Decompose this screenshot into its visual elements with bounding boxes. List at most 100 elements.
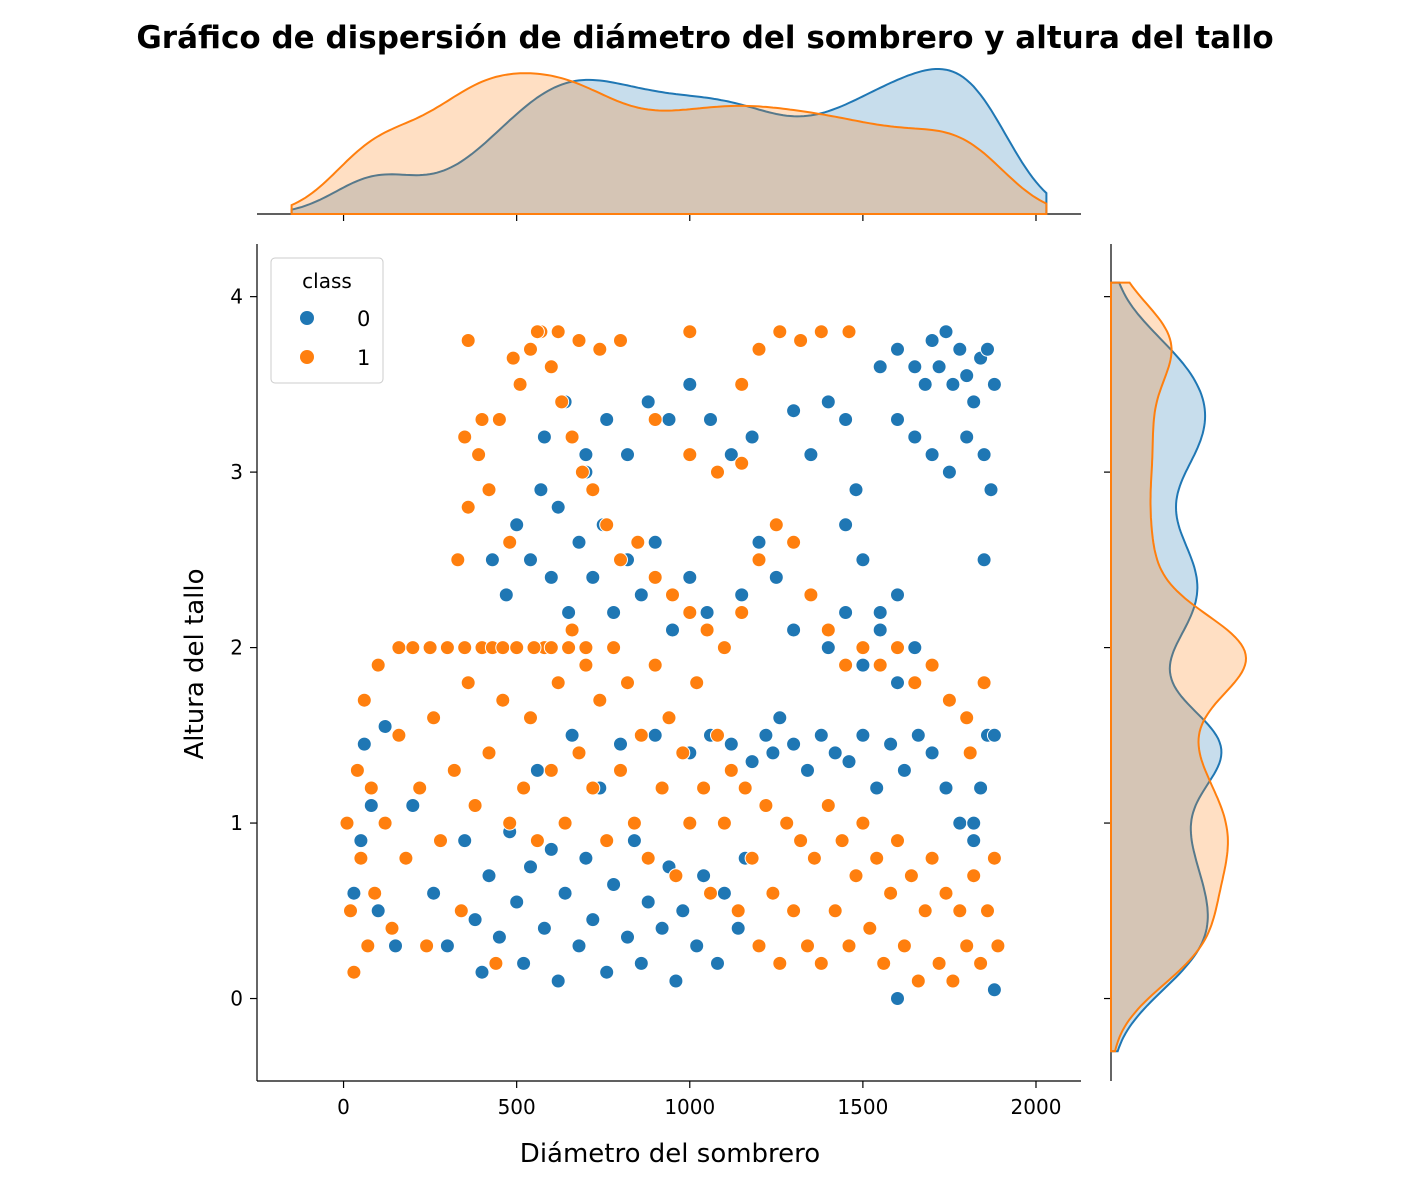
point-class-0 [710,955,725,971]
point-class-1 [793,833,809,849]
point-class-1 [640,850,656,866]
point-class-1 [599,833,615,849]
point-class-1 [495,692,511,708]
point-class-0 [924,447,940,463]
point-class-1 [941,692,957,708]
point-class-1 [377,815,393,831]
x-tick-label: 0 [337,1095,350,1119]
point-class-0 [765,745,781,761]
point-class-0 [599,964,615,980]
point-class-1 [561,640,577,656]
point-class-1 [654,780,670,796]
point-class-1 [682,605,698,620]
point-class-1 [356,692,372,708]
point-class-0 [675,903,691,919]
point-class-0 [363,798,379,813]
point-class-0 [983,482,999,498]
point-class-1 [820,798,836,813]
point-class-1 [585,482,601,498]
y-tick-label: 3 [230,460,243,484]
point-class-0 [890,412,905,427]
point-class-1 [543,359,559,375]
point-class-0 [723,736,739,752]
point-class-1 [890,640,905,656]
point-class-1 [910,973,926,989]
point-class-1 [938,885,954,901]
point-class-0 [838,517,854,533]
point-class-0 [966,833,982,849]
point-class-0 [980,341,995,357]
point-class-1 [855,815,871,831]
point-class-0 [907,429,923,445]
top-density-class-1 [290,72,1048,215]
point-class-1 [460,333,476,348]
point-class-0 [640,894,656,910]
point-class-0 [550,973,566,989]
point-class-1 [550,324,566,340]
point-class-0 [896,762,912,778]
point-class-0 [661,412,677,427]
point-class-0 [426,885,442,901]
point-class-1 [453,903,469,919]
point-class-1 [737,780,753,796]
point-class-0 [346,885,362,901]
point-class-0 [353,833,369,849]
y-axis-label: Altura del tallo [180,568,210,759]
point-class-0 [959,368,975,384]
point-class-1 [772,955,788,971]
point-class-1 [391,727,407,743]
point-class-0 [803,447,819,463]
point-class-0 [924,333,940,348]
point-class-0 [439,938,455,954]
point-class-1 [523,710,538,726]
point-class-1 [426,710,442,726]
point-class-0 [730,920,746,936]
point-class-1 [554,394,570,410]
point-class-1 [682,324,698,340]
point-class-1 [976,675,992,691]
point-class-1 [571,745,587,761]
point-class-0 [696,868,712,884]
point-class-0 [550,499,566,515]
point-class-0 [820,394,836,410]
point-class-1 [557,815,573,831]
point-class-1 [907,675,923,691]
x-tick-label: 1500 [837,1095,888,1119]
point-class-0 [855,657,871,673]
point-class-1 [509,640,525,656]
point-class-1 [502,534,518,550]
point-class-1 [516,780,532,796]
y-tick-label: 2 [230,636,243,660]
point-class-0 [855,727,871,743]
point-class-1 [883,885,899,901]
point-class-1 [959,938,975,954]
point-class-0 [838,412,854,427]
point-class-1 [446,762,462,778]
point-class-0 [786,622,802,638]
point-class-0 [931,359,947,375]
point-class-1 [924,657,940,673]
point-class-1 [848,868,864,884]
legend-marker-1 [300,350,314,364]
point-class-1 [339,815,355,831]
point-class-1 [460,499,476,515]
point-class-1 [626,815,642,831]
point-class-1 [647,657,663,673]
point-class-1 [405,640,421,656]
point-class-1 [481,745,497,761]
point-class-0 [689,938,705,954]
point-class-1 [931,955,947,971]
point-class-0 [883,736,899,752]
point-class-1 [599,517,615,533]
point-class-1 [585,780,601,796]
point-class-0 [890,675,905,691]
point-class-1 [734,605,750,620]
point-class-1 [838,657,854,673]
point-class-0 [682,569,698,585]
point-class-0 [356,736,372,752]
point-class-0 [647,727,663,743]
point-class-0 [633,955,649,971]
point-class-1 [890,833,905,849]
point-class-0 [509,517,525,533]
